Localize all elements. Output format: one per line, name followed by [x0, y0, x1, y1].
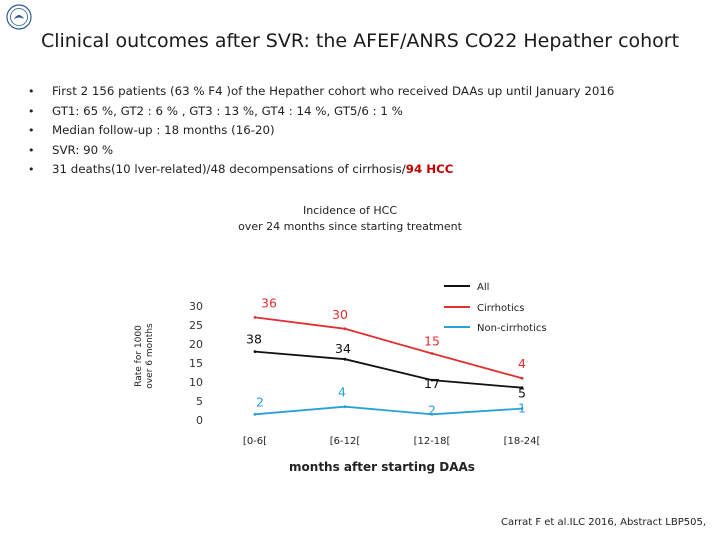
- all-data-label: 17: [424, 376, 440, 391]
- y-tick-label: 30: [189, 300, 203, 313]
- non-cirrhotics-data-point: [343, 405, 347, 409]
- all-data-point: [343, 357, 347, 361]
- cirrhotics-data-label: 30: [332, 307, 348, 322]
- cirrhotics-data-label: 15: [424, 334, 440, 349]
- non-cirrhotics-data-point: [430, 412, 434, 416]
- y-tick-label: 20: [189, 338, 203, 351]
- bullet-item: 31 deaths(10 lver-related)/48 decompensa…: [28, 160, 614, 180]
- chart-title: Incidence of HCC over 24 months since st…: [230, 203, 470, 235]
- chart-title-line1: Incidence of HCC: [302, 204, 398, 217]
- hcc-count: 94 HCC: [405, 162, 454, 176]
- x-tick-label: [6-12[: [330, 436, 361, 447]
- x-axis-label: months after starting DAAs: [289, 460, 475, 474]
- y-tick-label: 10: [189, 376, 203, 389]
- y-axis-label: Rate for 1000: [134, 325, 144, 387]
- chart-title-line2: over 24 months since starting treatment: [238, 220, 462, 233]
- bullet-item: GT1: 65 %, GT2 : 6 % , GT3 : 13 %, GT4 :…: [28, 102, 614, 122]
- bullet-item: First 2 156 patients (63 % F4 )of the He…: [28, 82, 614, 102]
- all-data-point: [253, 350, 257, 353]
- cirrhotics-data-point: [430, 352, 434, 355]
- all-data-point: [430, 378, 434, 382]
- bullet-list: First 2 156 patients (63 % F4 )of the He…: [28, 82, 614, 180]
- all-data-point: [520, 386, 524, 390]
- all-series-line: [254, 350, 523, 389]
- non-cirrhotics-series-line: [254, 405, 523, 416]
- non-cirrhotics-data-point: [520, 407, 524, 410]
- legend-label: Non-cirrhotics: [477, 323, 547, 334]
- legend-label: Cirrhotics: [477, 303, 525, 314]
- cirrhotics-data-point: [253, 316, 257, 319]
- y-axis-label: over 6 months: [145, 323, 155, 389]
- bullet-text: 31 deaths(10 lver-related)/48 decompensa…: [52, 162, 406, 176]
- x-tick-label: [18-24[: [504, 436, 541, 447]
- cirrhotics-data-point: [520, 376, 524, 380]
- y-tick-label: 15: [189, 357, 203, 370]
- y-tick-label: 25: [189, 319, 203, 332]
- citation: Carrat F et al.ILC 2016, Abstract LBP505…: [500, 517, 706, 528]
- cirrhotics-data-label: 36: [261, 295, 277, 310]
- cirrhotics-series-line: [254, 316, 523, 380]
- cirrhotics-data-label: 4: [518, 356, 526, 371]
- logo-icon: [6, 4, 32, 30]
- non-cirrhotics-data-label: 2: [428, 402, 436, 417]
- non-cirrhotics-data-label: 2: [256, 394, 264, 409]
- y-tick-label: 5: [196, 395, 203, 408]
- legend-label: All: [477, 282, 489, 293]
- all-data-label: 5: [518, 386, 526, 401]
- bullet-item: SVR: 90 %: [28, 141, 614, 161]
- page-title: Clinical outcomes after SVR: the AFEF/AN…: [40, 30, 680, 52]
- bullet-item: Median follow-up : 18 months (16-20): [28, 121, 614, 141]
- all-data-label: 38: [246, 332, 262, 347]
- y-tick-label: 0: [196, 414, 203, 427]
- x-tick-label: [12-18[: [414, 436, 451, 447]
- all-data-label: 34: [335, 341, 351, 356]
- non-cirrhotics-data-label: 1: [518, 401, 526, 416]
- cirrhotics-data-point: [343, 327, 347, 331]
- x-tick-label: [0-6[: [243, 436, 267, 447]
- non-cirrhotics-data-point: [253, 412, 257, 416]
- non-cirrhotics-data-label: 4: [338, 385, 346, 400]
